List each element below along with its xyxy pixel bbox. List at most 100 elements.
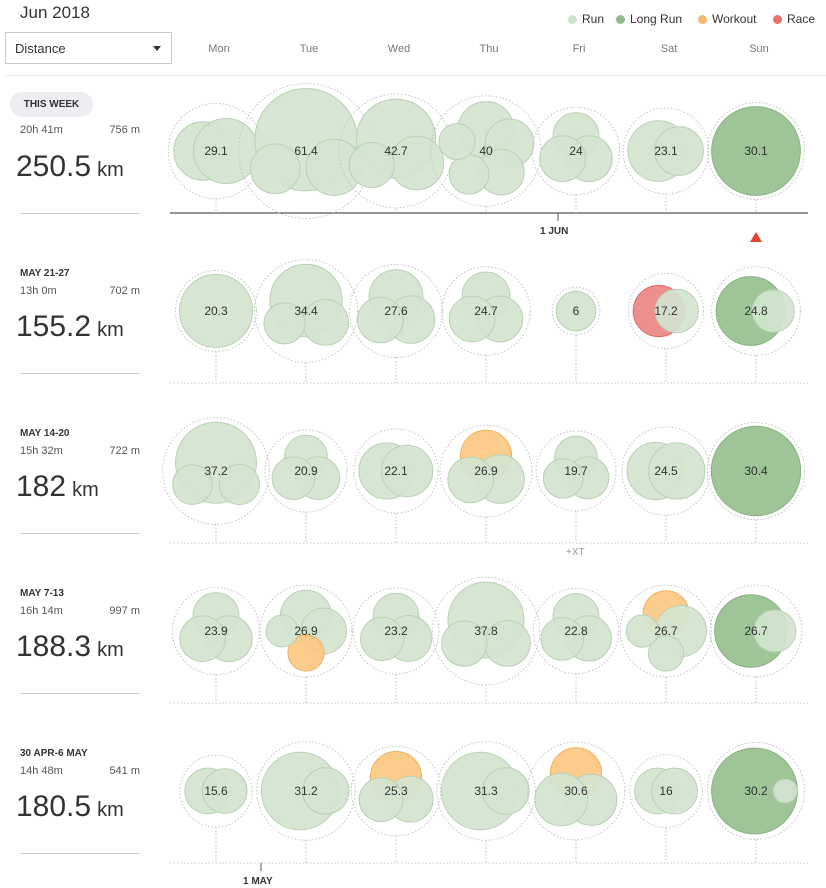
day-bubble[interactable]: 40 [430, 95, 542, 213]
activity-bubble-long-run[interactable] [710, 425, 802, 517]
day-bubble[interactable]: 31.2 [256, 741, 356, 863]
day-total-ring [706, 741, 806, 841]
activity-bubble-run[interactable] [263, 302, 306, 345]
activity-bubble-workout[interactable] [287, 634, 325, 672]
day-bubble[interactable]: 31.3 [436, 741, 536, 863]
day-bubble[interactable]: 25.3 [350, 745, 442, 863]
day-bubble[interactable]: 20.3 [175, 270, 257, 383]
activity-bubble-run[interactable] [753, 609, 797, 653]
day-bubble[interactable]: 22.8 [532, 587, 620, 703]
activity-bubble-run[interactable] [249, 143, 301, 195]
day-bubble[interactable]: 16 [629, 754, 703, 863]
day-bubble[interactable]: 42.7 [338, 93, 454, 213]
day-total-label: 15.6 [204, 784, 228, 798]
day-bubble[interactable]: 26.9 [439, 424, 533, 543]
activity-bubble-run[interactable] [654, 288, 699, 334]
day-bubble[interactable]: 30.4 [706, 421, 806, 543]
day-total-label: 16 [659, 784, 673, 798]
day-bubble[interactable]: 24.8 [711, 266, 801, 383]
day-bubble[interactable]: 22.1 [353, 428, 439, 543]
activity-bubble-run[interactable] [441, 620, 488, 667]
day-bubble[interactable]: 24 [531, 106, 621, 213]
day-bubble[interactable]: 37.2 [162, 417, 270, 543]
month-title: Jun 2018 [20, 3, 90, 22]
day-bubble[interactable]: 34.4 [253, 258, 359, 383]
day-bubble[interactable]: 30.2 [706, 741, 806, 863]
activity-bubble-run[interactable] [179, 274, 253, 348]
activity-bubble-run[interactable] [271, 456, 316, 501]
activity-bubble-run[interactable] [654, 126, 704, 176]
legend-workout-dot [698, 14, 707, 24]
activity-bubble-run[interactable] [625, 614, 660, 648]
day-bubble[interactable]: 17.2 [627, 272, 705, 383]
activity-bubble-run[interactable] [448, 295, 496, 343]
activity-bubble-run[interactable] [356, 296, 404, 344]
this-week-button[interactable]: THIS WEEK [10, 92, 93, 117]
activity-bubble-run[interactable] [358, 777, 404, 823]
day-total-ring [439, 424, 533, 518]
day-bubble[interactable]: 26.7 [619, 584, 713, 703]
day-total-ring [350, 745, 442, 837]
legend-item-long-run[interactable]: Long Run [616, 12, 682, 26]
week-distance-unit: km [97, 639, 124, 661]
activity-bubble-run[interactable] [772, 778, 798, 804]
day-bubble[interactable]: 29.1 [167, 102, 265, 213]
day-total-label: 26.9 [474, 464, 498, 478]
activity-bubble-run[interactable] [651, 767, 698, 815]
day-bubble[interactable]: 37.8 [431, 576, 541, 703]
day-header-mon: Mon [208, 43, 230, 55]
activity-bubble-run[interactable] [482, 767, 530, 815]
activity-bubble-run[interactable] [540, 617, 585, 661]
day-bubble[interactable]: 24.5 [621, 426, 711, 543]
metric-select[interactable]: Distance [5, 32, 172, 64]
day-total-label: 27.6 [384, 304, 408, 318]
day-bubble[interactable]: 26.7 [709, 584, 803, 703]
activity-bubble-run[interactable] [648, 442, 706, 500]
activity-bubble-run[interactable] [751, 289, 795, 333]
activity-bubble-run[interactable] [380, 444, 434, 498]
activity-bubble-run[interactable] [438, 123, 476, 161]
day-bubble[interactable]: 6 [551, 286, 601, 383]
day-bubble[interactable]: 61.4 [238, 83, 374, 219]
activity-bubble-run[interactable] [201, 768, 248, 814]
day-bubble[interactable]: 27.6 [348, 263, 444, 383]
day-bubble[interactable]: 19.7 [535, 430, 617, 543]
week-time: 20h 41m [20, 124, 63, 136]
activity-bubble-run[interactable] [647, 635, 685, 672]
activity-bubble-run[interactable] [360, 616, 405, 662]
day-total-label: 23.2 [384, 624, 408, 638]
activity-bubble-run[interactable] [302, 767, 350, 815]
legend-item-run[interactable]: Run [568, 12, 604, 26]
day-total-label: 24.8 [744, 304, 768, 318]
day-bubble[interactable]: 23.9 [171, 586, 261, 703]
day-bubble[interactable]: 30.6 [526, 741, 626, 863]
day-bubble[interactable]: 15.6 [179, 754, 253, 863]
activity-bubble-run[interactable] [539, 135, 586, 183]
day-bubble[interactable]: 26.9 [259, 584, 353, 703]
day-bubble[interactable]: 23.1 [622, 107, 710, 213]
day-total-label: 30.4 [744, 464, 768, 478]
legend-item-race[interactable]: Race [773, 12, 815, 26]
activity-bubble-run[interactable] [534, 772, 589, 827]
activity-bubble-run[interactable] [172, 464, 213, 505]
day-bubble[interactable]: 23.2 [352, 587, 440, 703]
activity-bubble-run[interactable] [265, 614, 299, 648]
day-total-ring [253, 258, 359, 364]
week-elevation: 722 m [109, 445, 140, 457]
activity-bubble-run[interactable] [447, 456, 495, 504]
activity-bubble-run[interactable] [555, 290, 597, 332]
activity-bubble-run[interactable] [542, 458, 584, 499]
activity-bubble-run[interactable] [218, 463, 261, 506]
activity-bubble-run[interactable] [179, 615, 226, 663]
activity-bubble-run[interactable] [448, 154, 490, 195]
legend-item-workout[interactable]: Workout [698, 12, 756, 26]
day-bubble[interactable]: 30.1 [707, 102, 805, 213]
day-total-label: 26.7 [654, 624, 678, 638]
activity-bubble-long-run[interactable] [711, 106, 801, 196]
activity-bubble-run[interactable] [348, 142, 395, 188]
day-bubble[interactable]: 20.9 [264, 429, 348, 543]
week-summary-divider [20, 853, 140, 854]
day-total-label: 23.9 [204, 624, 228, 638]
day-bubble[interactable]: 24.7 [441, 266, 531, 383]
